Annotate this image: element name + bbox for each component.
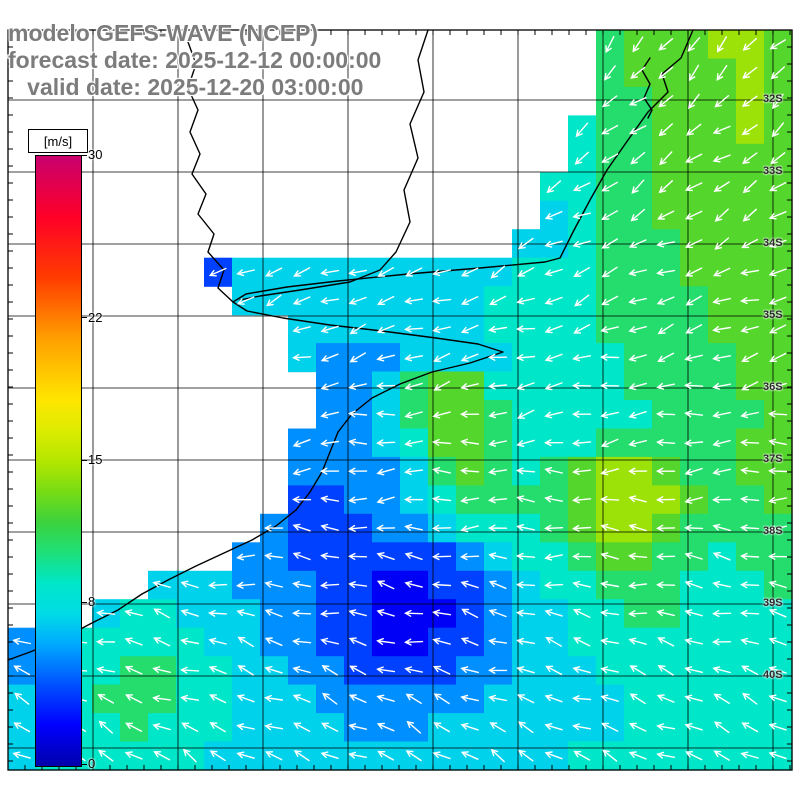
minor-ticks — [7, 29, 792, 770]
wind-arrows — [12, 35, 788, 763]
map-border — [7, 29, 793, 771]
colorbar-tick-label: 8 — [88, 594, 96, 609]
title-block: modelo GEFS-WAVE (NCEP) forecast date: 2… — [8, 20, 381, 101]
colorbar-tick-label: 15 — [88, 452, 103, 467]
colorbar-unit-label: [m/s] — [28, 129, 88, 153]
colorbar-tick-mark — [81, 155, 87, 156]
colorbar-tick-mark — [81, 764, 87, 765]
colorbar — [35, 155, 82, 767]
valid-date: valid date: 2025-12-20 03:00:00 — [8, 74, 364, 100]
colorbar-tick-mark — [81, 602, 87, 603]
model-title: modelo GEFS-WAVE (NCEP) — [8, 20, 319, 46]
wind-cells — [8, 30, 793, 771]
colorbar-tick-label: 0 — [88, 756, 96, 771]
forecast-date: forecast date: 2025-12-12 00:00:00 — [8, 47, 382, 73]
colorbar-tick-mark — [81, 317, 87, 318]
colorbar-tick-label: 30 — [88, 147, 103, 162]
colorbar-tick-label: 22 — [88, 310, 103, 325]
colorbar-tick-mark — [81, 460, 87, 461]
grid-lines — [8, 30, 792, 770]
